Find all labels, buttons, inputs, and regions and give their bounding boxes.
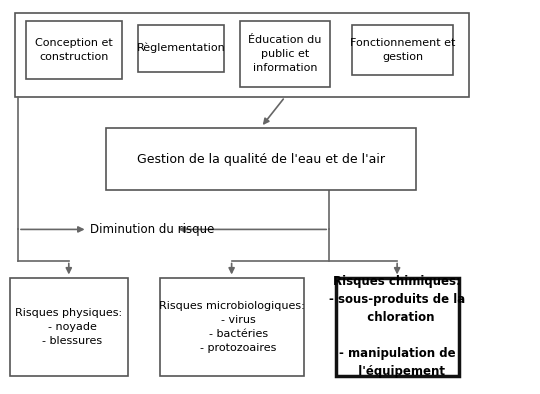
FancyBboxPatch shape <box>138 25 224 72</box>
Text: Règlementation: Règlementation <box>137 43 225 54</box>
Text: Risques physiques:
  - noyade
  - blessures: Risques physiques: - noyade - blessures <box>15 308 123 346</box>
Text: Conception et
construction: Conception et construction <box>35 38 113 62</box>
FancyBboxPatch shape <box>106 128 416 190</box>
FancyBboxPatch shape <box>10 278 127 375</box>
Text: Diminution du risque: Diminution du risque <box>90 223 214 236</box>
Text: Fonctionnement et
gestion: Fonctionnement et gestion <box>350 38 455 62</box>
FancyBboxPatch shape <box>159 278 303 375</box>
Text: Risques chimiques:
- sous-produits de la
  chloration

- manipulation de
  l'équ: Risques chimiques: - sous-produits de la… <box>329 275 465 378</box>
FancyBboxPatch shape <box>336 278 458 375</box>
Text: Éducation du
public et
information: Éducation du public et information <box>248 35 322 73</box>
FancyBboxPatch shape <box>352 25 453 75</box>
FancyBboxPatch shape <box>240 21 330 87</box>
Text: Risques microbiologiques:
    - virus
    - bactéries
    - protozoaires: Risques microbiologiques: - virus - bact… <box>159 301 305 353</box>
Text: Gestion de la qualité de l'eau et de l'air: Gestion de la qualité de l'eau et de l'a… <box>137 153 385 166</box>
FancyBboxPatch shape <box>26 21 122 79</box>
